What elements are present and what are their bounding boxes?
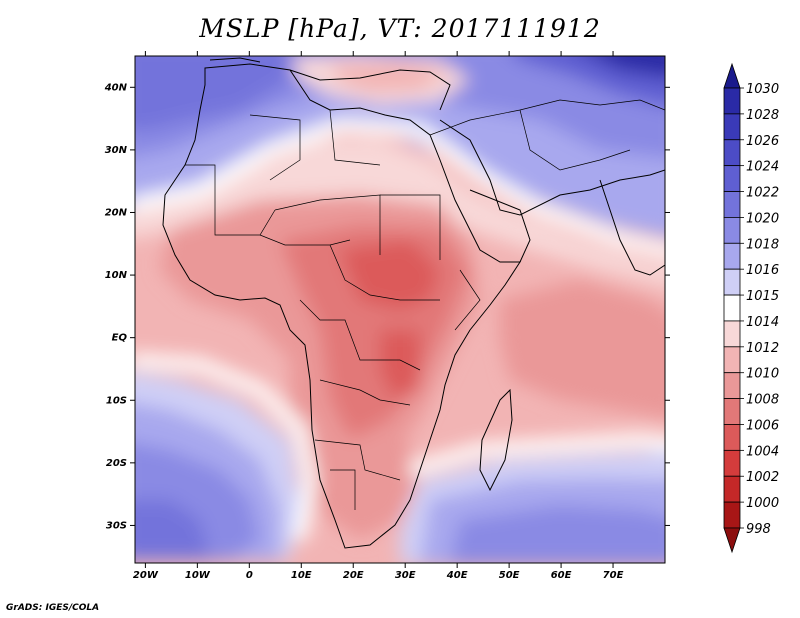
coastlines bbox=[162, 57, 665, 549]
colorbar-min-triangle bbox=[723, 527, 741, 554]
colorbar-segment bbox=[723, 372, 741, 399]
lon-label: 50E bbox=[499, 570, 520, 581]
colorbar-segment bbox=[723, 398, 741, 425]
colorbar-label: 1018 bbox=[746, 237, 779, 252]
lat-label: 30N bbox=[105, 145, 128, 156]
lat-label: 40N bbox=[104, 82, 128, 93]
plot-frame bbox=[134, 55, 666, 564]
colorbar-label: 1016 bbox=[746, 263, 779, 278]
lat-label: 20S bbox=[106, 458, 127, 469]
lon-label: 60E bbox=[551, 570, 572, 581]
colorbar-segment bbox=[723, 424, 741, 451]
colorbar-segment bbox=[723, 449, 741, 477]
colorbar-segment bbox=[723, 217, 741, 244]
colorbar-segment bbox=[723, 191, 741, 218]
colorbar-segment bbox=[723, 87, 741, 115]
lat-label: EQ bbox=[112, 333, 128, 344]
colorbar-segment bbox=[723, 113, 741, 141]
colorbar-label: 1026 bbox=[746, 134, 779, 149]
latitude-axis: 40N 30N 20N 10N EQ 10S 20S 30S bbox=[104, 82, 670, 531]
lat-label: 30S bbox=[106, 520, 127, 531]
lon-label: 10E bbox=[291, 570, 312, 581]
colorbar-label: 1010 bbox=[746, 367, 779, 382]
colorbar-label: 1020 bbox=[746, 211, 779, 226]
colorbar-label: 1030 bbox=[746, 82, 779, 97]
lat-label: 20N bbox=[105, 207, 128, 218]
pressure-field bbox=[135, 56, 665, 563]
colorbar-label: 1012 bbox=[746, 341, 779, 356]
colorbar-label: 998 bbox=[746, 522, 771, 537]
lon-label: 70E bbox=[603, 570, 624, 581]
colorbar-label: 1004 bbox=[746, 444, 779, 459]
longitude-axis: 20W 10W 0 10E 20E 30E 40E 50E 60E 70E bbox=[133, 51, 624, 581]
colorbar-label: 1006 bbox=[746, 418, 779, 433]
colorbar-label: 1000 bbox=[746, 496, 779, 511]
country-borders bbox=[185, 99, 665, 510]
colorbar-segment bbox=[723, 242, 741, 270]
lon-label: 40E bbox=[446, 570, 468, 581]
lon-label: 30E bbox=[395, 570, 416, 581]
colorbar-label: 1002 bbox=[746, 470, 779, 485]
colorbar-segment bbox=[723, 165, 741, 192]
colorbar-segment bbox=[723, 501, 741, 529]
colorbar-segment bbox=[723, 268, 741, 296]
colorbar-label: 1015 bbox=[746, 289, 779, 304]
colorbar-segment bbox=[723, 346, 741, 374]
colorbar-segment bbox=[723, 475, 741, 503]
colorbar-label: 1028 bbox=[746, 108, 779, 123]
lon-label: 10W bbox=[185, 570, 211, 581]
map-title: MSLP [hPa], VT: 2017111912 bbox=[199, 14, 601, 43]
colorbar-label: 1008 bbox=[746, 393, 779, 408]
colorbar-label: 1014 bbox=[746, 315, 779, 330]
colorbar-label: 1022 bbox=[746, 186, 779, 201]
colorbar-label: 1024 bbox=[746, 160, 779, 175]
colorbar-segment bbox=[723, 320, 741, 348]
colorbar-segment bbox=[723, 139, 741, 167]
footer-credit: GrADS: IGES/COLA bbox=[6, 603, 100, 613]
lon-label: 20W bbox=[133, 570, 159, 581]
lat-label: 10S bbox=[106, 395, 127, 406]
lat-label: 10N bbox=[105, 270, 128, 281]
colorbar-segment bbox=[723, 294, 741, 322]
colorbar-max-triangle bbox=[723, 62, 741, 89]
lon-label: 0 bbox=[246, 570, 253, 581]
colorbar: 1030 1028 1026 1024 1022 1020 1018 1016 1015 1014… bbox=[723, 62, 779, 554]
lon-label: 20E bbox=[343, 570, 364, 581]
